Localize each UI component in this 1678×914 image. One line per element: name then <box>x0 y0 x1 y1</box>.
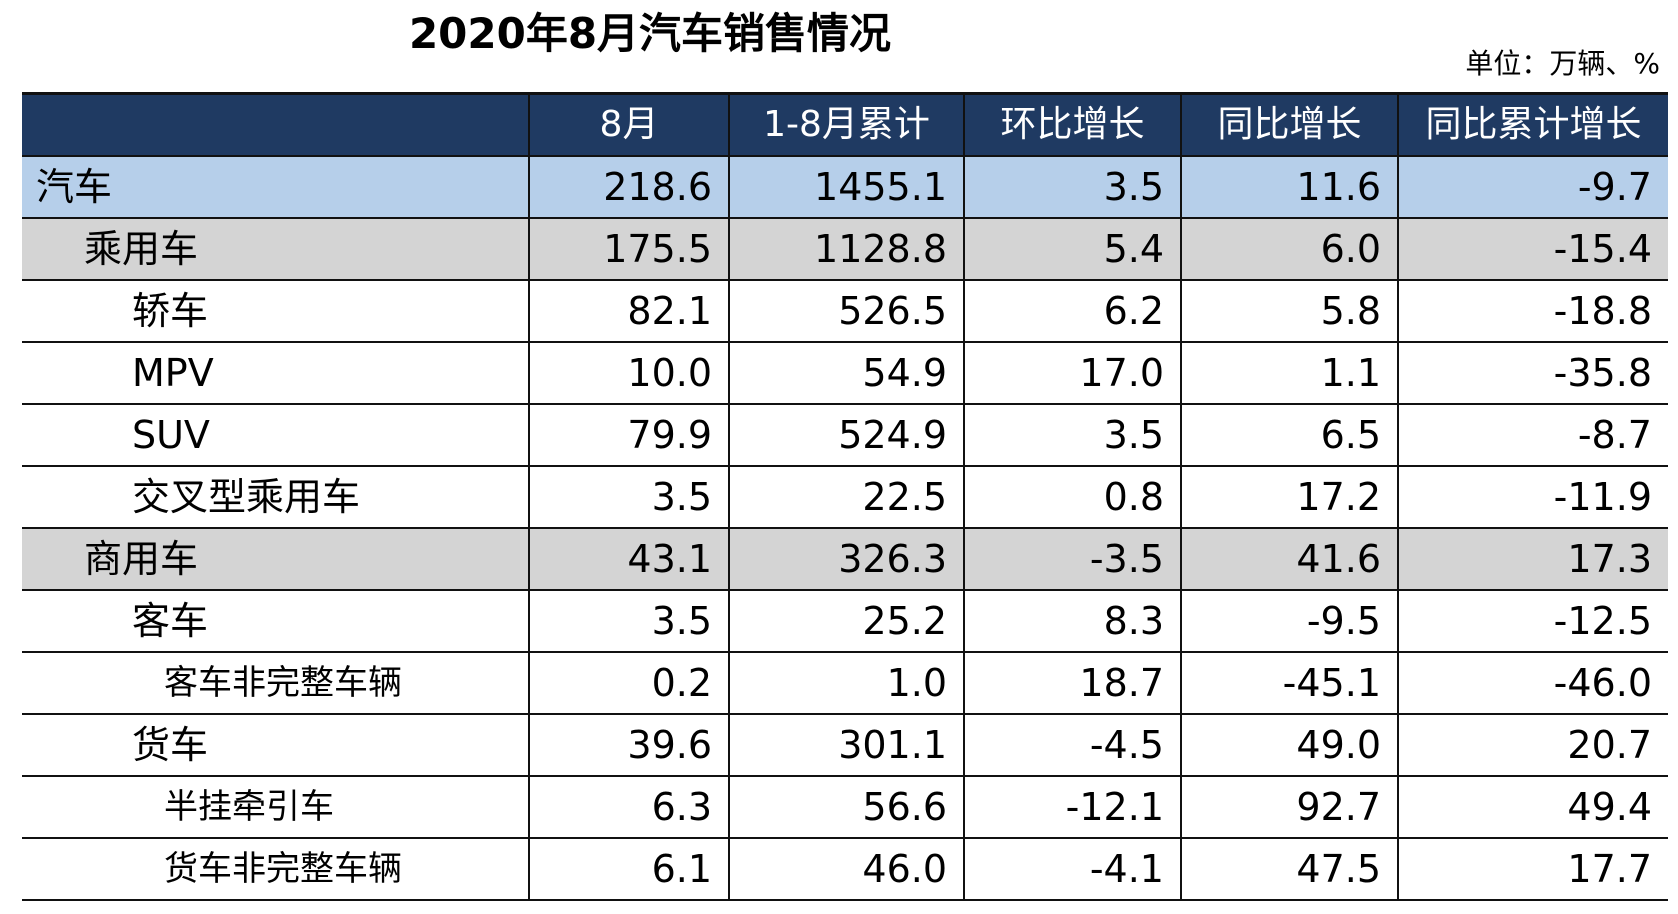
header-cell-yoy-growth: 同比增长 <box>1180 92 1398 157</box>
row-label: 商用车 <box>22 527 529 591</box>
cell-cumulative: 326.3 <box>728 527 964 591</box>
cell-cumulative: 22.5 <box>728 465 964 529</box>
table-row: SUV 79.9 524.9 3.5 6.5 -8.7 <box>22 403 1668 467</box>
cell-cumulative: 54.9 <box>728 341 964 405</box>
cell-yoy-cumulative-growth: -35.8 <box>1397 341 1668 405</box>
table-row: 客车非完整车辆 0.2 1.0 18.7 -45.1 -46.0 <box>22 651 1668 715</box>
cell-yoy-cumulative-growth: -11.9 <box>1397 465 1668 529</box>
unit-label: 单位：万辆、% <box>1465 47 1660 80</box>
cell-mom-growth: 3.5 <box>963 155 1181 219</box>
row-label: 货车 <box>22 713 529 777</box>
cell-yoy-growth: 5.8 <box>1180 279 1398 343</box>
cell-august: 43.1 <box>528 527 729 591</box>
header-cell-august: 8月 <box>528 92 729 157</box>
header-cell-mom-growth: 环比增长 <box>963 92 1181 157</box>
cell-yoy-growth: 41.6 <box>1180 527 1398 591</box>
cell-yoy-cumulative-growth: -46.0 <box>1397 651 1668 715</box>
cell-yoy-cumulative-growth: -8.7 <box>1397 403 1668 467</box>
table-row: 货车非完整车辆 6.1 46.0 -4.1 47.5 17.7 <box>22 837 1668 901</box>
cell-yoy-cumulative-growth: 17.3 <box>1397 527 1668 591</box>
header-row: 8月 1-8月累计 环比增长 同比增长 同比累计增长 <box>22 92 1668 157</box>
cell-yoy-growth: 11.6 <box>1180 155 1398 219</box>
cell-yoy-cumulative-growth: -9.7 <box>1397 155 1668 219</box>
row-label: 货车非完整车辆 <box>22 837 529 901</box>
row-label: 汽车 <box>22 155 529 219</box>
cell-yoy-cumulative-growth: 20.7 <box>1397 713 1668 777</box>
cell-mom-growth: -4.5 <box>963 713 1181 777</box>
cell-yoy-growth: 6.0 <box>1180 217 1398 281</box>
cell-yoy-growth: -9.5 <box>1180 589 1398 653</box>
table-title: 2020年8月汽车销售情况 <box>408 9 892 58</box>
table-row: 商用车 43.1 326.3 -3.5 41.6 17.3 <box>22 527 1668 591</box>
header-cell-cumulative: 1-8月累计 <box>728 92 964 157</box>
cell-cumulative: 301.1 <box>728 713 964 777</box>
sales-table: 8月 1-8月累计 环比增长 同比增长 同比累计增长 汽车 218.6 1455.1… <box>22 92 1668 901</box>
row-label: 半挂牵引车 <box>22 775 529 839</box>
cell-mom-growth: 3.5 <box>963 403 1181 467</box>
cell-cumulative: 526.5 <box>728 279 964 343</box>
cell-mom-growth: -4.1 <box>963 837 1181 901</box>
cell-august: 10.0 <box>528 341 729 405</box>
cell-yoy-growth: -45.1 <box>1180 651 1398 715</box>
cell-august: 6.3 <box>528 775 729 839</box>
cell-cumulative: 46.0 <box>728 837 964 901</box>
table-row: MPV 10.0 54.9 17.0 1.1 -35.8 <box>22 341 1668 405</box>
cell-cumulative: 1.0 <box>728 651 964 715</box>
cell-yoy-growth: 6.5 <box>1180 403 1398 467</box>
cell-yoy-growth: 17.2 <box>1180 465 1398 529</box>
cell-august: 6.1 <box>528 837 729 901</box>
cell-yoy-cumulative-growth: -15.4 <box>1397 217 1668 281</box>
cell-august: 82.1 <box>528 279 729 343</box>
cell-august: 79.9 <box>528 403 729 467</box>
cell-cumulative: 1128.8 <box>728 217 964 281</box>
table-row: 交叉型乘用车 3.5 22.5 0.8 17.2 -11.9 <box>22 465 1668 529</box>
cell-mom-growth: -12.1 <box>963 775 1181 839</box>
cell-yoy-growth: 49.0 <box>1180 713 1398 777</box>
table-row: 乘用车 175.5 1128.8 5.4 6.0 -15.4 <box>22 217 1668 281</box>
cell-mom-growth: 0.8 <box>963 465 1181 529</box>
cell-mom-growth: 17.0 <box>963 341 1181 405</box>
header-cell-yoy-cumulative-growth: 同比累计增长 <box>1397 92 1668 157</box>
cell-august: 175.5 <box>528 217 729 281</box>
cell-mom-growth: 8.3 <box>963 589 1181 653</box>
cell-august: 39.6 <box>528 713 729 777</box>
cell-cumulative: 56.6 <box>728 775 964 839</box>
cell-august: 218.6 <box>528 155 729 219</box>
cell-mom-growth: 5.4 <box>963 217 1181 281</box>
cell-mom-growth: 18.7 <box>963 651 1181 715</box>
header-cell-category <box>22 92 529 157</box>
table-row: 汽车 218.6 1455.1 3.5 11.6 -9.7 <box>22 155 1668 219</box>
table-row: 半挂牵引车 6.3 56.6 -12.1 92.7 49.4 <box>22 775 1668 839</box>
cell-cumulative: 524.9 <box>728 403 964 467</box>
cell-yoy-cumulative-growth: -18.8 <box>1397 279 1668 343</box>
row-label: 客车 <box>22 589 529 653</box>
table-row: 货车 39.6 301.1 -4.5 49.0 20.7 <box>22 713 1668 777</box>
table-row: 轿车 82.1 526.5 6.2 5.8 -18.8 <box>22 279 1668 343</box>
cell-yoy-growth: 92.7 <box>1180 775 1398 839</box>
cell-yoy-cumulative-growth: 17.7 <box>1397 837 1668 901</box>
cell-cumulative: 1455.1 <box>728 155 964 219</box>
row-label: 客车非完整车辆 <box>22 651 529 715</box>
cell-august: 3.5 <box>528 589 729 653</box>
cell-august: 0.2 <box>528 651 729 715</box>
row-label: SUV <box>22 403 529 467</box>
table-body: 汽车 218.6 1455.1 3.5 11.6 -9.7 乘用车 175.5 1128.8 5.… <box>22 155 1668 901</box>
cell-mom-growth: -3.5 <box>963 527 1181 591</box>
row-label: 轿车 <box>22 279 529 343</box>
cell-yoy-growth: 1.1 <box>1180 341 1398 405</box>
row-label: 乘用车 <box>22 217 529 281</box>
table-row: 客车 3.5 25.2 8.3 -9.5 -12.5 <box>22 589 1668 653</box>
cell-cumulative: 25.2 <box>728 589 964 653</box>
row-label: MPV <box>22 341 529 405</box>
row-label: 交叉型乘用车 <box>22 465 529 529</box>
cell-yoy-cumulative-growth: 49.4 <box>1397 775 1668 839</box>
cell-yoy-growth: 47.5 <box>1180 837 1398 901</box>
cell-yoy-cumulative-growth: -12.5 <box>1397 589 1668 653</box>
cell-mom-growth: 6.2 <box>963 279 1181 343</box>
cell-august: 3.5 <box>528 465 729 529</box>
